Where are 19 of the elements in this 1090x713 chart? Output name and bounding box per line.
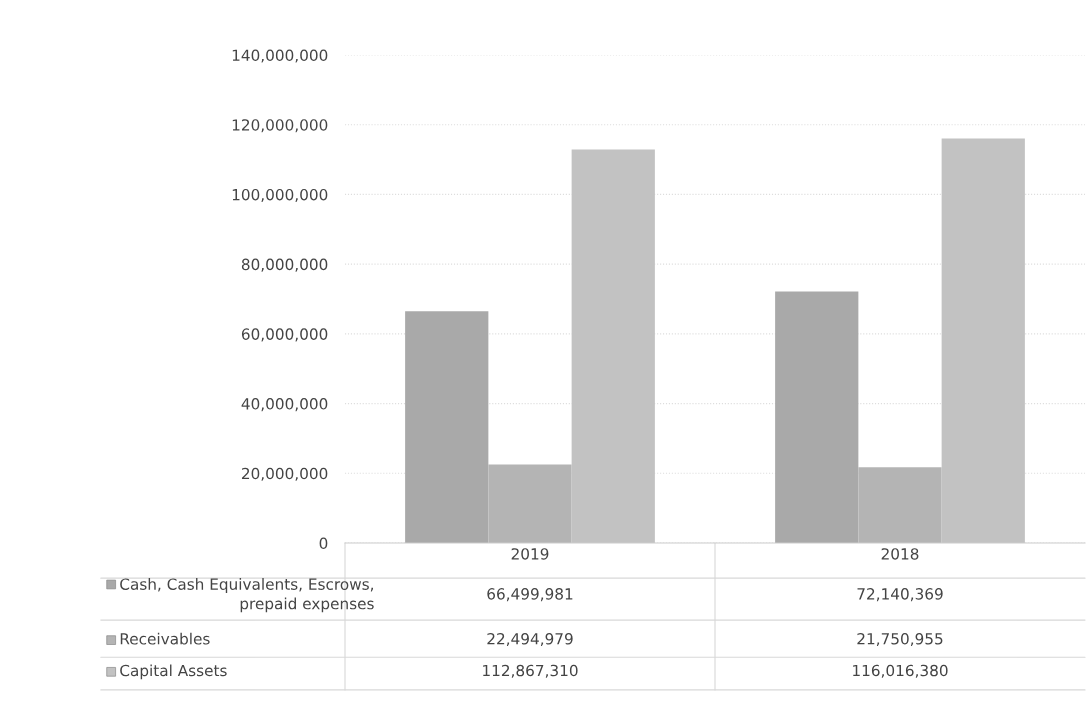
legend-label: Cash, Cash Equivalents, Escrows, prepaid expenses	[120, 578, 374, 613]
data-label: 21,750,955	[857, 632, 943, 647]
data-label: 66,499,981	[487, 588, 573, 602]
y-tick-label: 80,000,000	[241, 258, 328, 272]
y-tick-label: 60,000,000	[241, 328, 328, 342]
data-label: 112,867,310	[483, 664, 578, 678]
data-label: 22,494,979	[487, 632, 573, 647]
y-tick-label: 100,000,000	[232, 188, 328, 203]
data-label: 116,016,380	[853, 664, 948, 678]
y-tick-label: 140,000,000	[232, 49, 328, 63]
x-tick-label: 2018	[881, 548, 919, 560]
legend-label: Receivables	[120, 632, 210, 645]
x-tick-label: 2019	[511, 548, 549, 560]
data-label: 72,140,369	[857, 588, 943, 602]
y-tick-label: 120,000,000	[232, 119, 328, 133]
y-tick-label: 0	[319, 537, 328, 550]
legend-label: Capital Assets	[120, 664, 227, 680]
y-tick-label: 40,000,000	[241, 398, 328, 412]
y-tick-label: 20,000,000	[241, 467, 328, 481]
